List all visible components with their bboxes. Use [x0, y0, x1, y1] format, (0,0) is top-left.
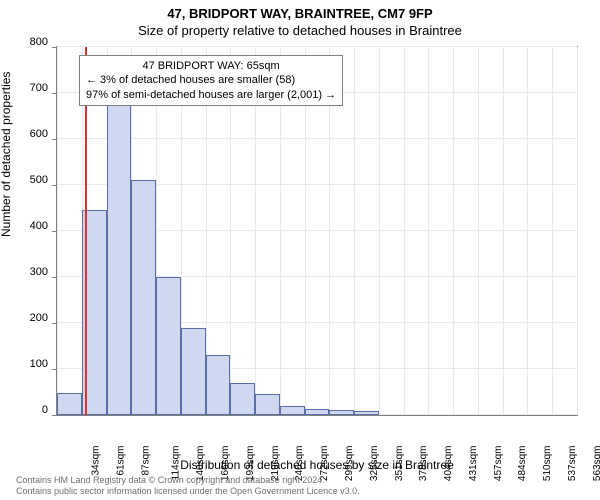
footer-line1: Contains HM Land Registry data © Crown c… — [16, 475, 360, 486]
chart-plot-area: 47 BRIDPORT WAY: 65sqm ← 3% of detached … — [56, 46, 578, 416]
y-tick-label: 0 — [42, 404, 48, 416]
y-tick-label: 700 — [30, 82, 48, 94]
y-tick-label: 400 — [30, 220, 48, 232]
y-tick-label: 800 — [30, 36, 48, 48]
histogram-bar — [206, 355, 231, 415]
x-axis-label: Distribution of detached houses by size … — [56, 458, 578, 472]
footer-line2: Contains public sector information licen… — [16, 486, 360, 497]
annotation-line3: 97% of semi-detached houses are larger (… — [86, 88, 336, 102]
histogram-bar — [181, 328, 206, 415]
y-tick-label: 300 — [30, 266, 48, 278]
y-tick-label: 200 — [30, 312, 48, 324]
y-axis-ticks: 0100200300400500600700800 — [0, 46, 52, 416]
annotation-line1: 47 BRIDPORT WAY: 65sqm — [86, 59, 336, 73]
histogram-bar — [156, 277, 181, 415]
histogram-bar — [329, 410, 354, 415]
histogram-bar — [131, 180, 156, 415]
page-subtitle: Size of property relative to detached ho… — [0, 23, 600, 38]
histogram-bar — [57, 393, 82, 415]
histogram-bar — [230, 383, 255, 415]
annotation-box: 47 BRIDPORT WAY: 65sqm ← 3% of detached … — [79, 55, 343, 106]
y-tick-label: 100 — [30, 358, 48, 370]
page-title: 47, BRIDPORT WAY, BRAINTREE, CM7 9FP — [0, 6, 600, 21]
annotation-line2: ← 3% of detached houses are smaller (58) — [86, 73, 336, 87]
histogram-bar — [280, 406, 305, 415]
x-tick-label: 563sqm — [592, 446, 600, 482]
histogram-bar — [305, 409, 330, 415]
footer-attribution: Contains HM Land Registry data © Crown c… — [16, 475, 360, 497]
histogram-bar — [107, 91, 132, 415]
y-tick-label: 500 — [30, 174, 48, 186]
histogram-bar — [354, 411, 379, 415]
histogram-bar — [255, 394, 280, 415]
y-tick-label: 600 — [30, 128, 48, 140]
